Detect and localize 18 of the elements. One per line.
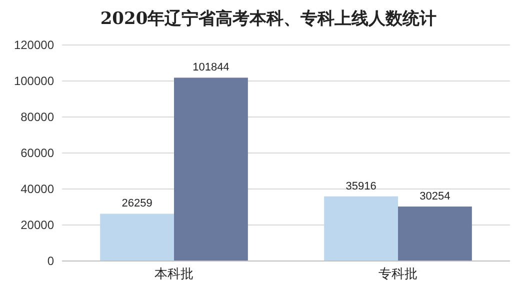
y-tick-label: 0	[47, 254, 54, 268]
data-label: 101844	[192, 62, 230, 74]
chart-title: 2020年辽宁省高考本科、专科上线人数统计	[100, 9, 437, 29]
y-tick-label: 40000	[20, 182, 54, 196]
data-label: 35916	[346, 180, 376, 192]
bar	[100, 214, 174, 261]
bar	[324, 196, 398, 261]
x-tick-label: 专科批	[378, 266, 418, 281]
bar	[174, 78, 248, 261]
data-label: 30254	[420, 190, 450, 203]
data-label: 26259	[122, 198, 152, 210]
y-tick-label: 80000	[20, 110, 54, 124]
y-tick-label: 100000	[14, 74, 54, 88]
y-tick-label: 120000	[14, 38, 54, 52]
x-tick-label: 本科批	[154, 266, 194, 281]
bar	[398, 206, 472, 261]
y-tick-label: 20000	[20, 218, 54, 232]
y-tick-label: 60000	[20, 146, 54, 160]
